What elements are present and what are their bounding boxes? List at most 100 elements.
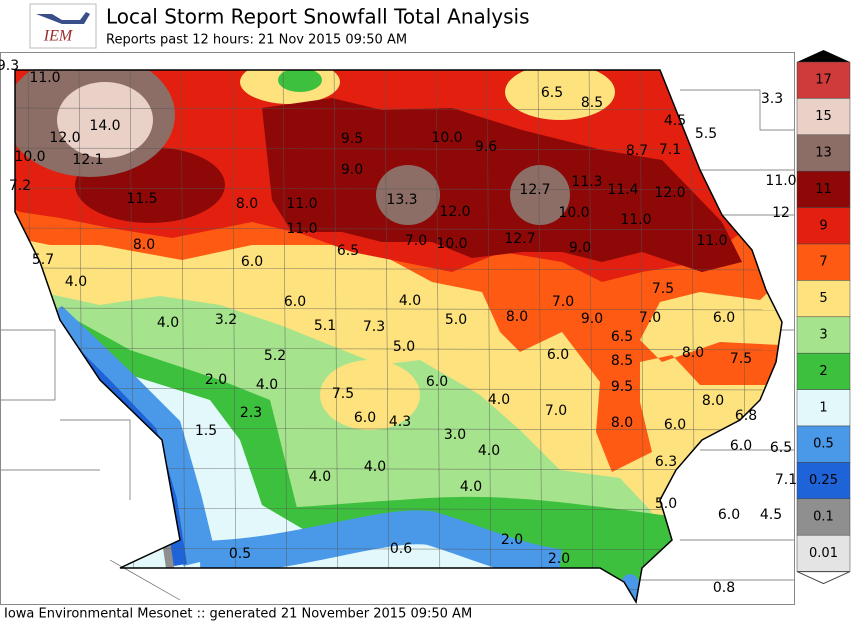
- legend-label: 11: [815, 182, 832, 197]
- report-label: 6.5: [770, 440, 792, 456]
- county-line: [333, 70, 339, 601]
- report-label: 12.0: [439, 204, 470, 220]
- report-label: 7.1: [775, 472, 797, 488]
- report-label: 8.0: [682, 345, 704, 361]
- report-label: 9.3: [0, 58, 19, 74]
- report-label: 6.5: [337, 243, 359, 259]
- report-label: 11.0: [765, 173, 796, 189]
- report-label: 6.0: [354, 410, 376, 426]
- map-frame: [0, 52, 795, 605]
- legend-swatch: [796, 534, 851, 572]
- report-label: 7.5: [332, 386, 354, 402]
- report-label: 11.0: [696, 233, 727, 249]
- logo: IEM: [29, 3, 97, 49]
- report-label: 4.5: [664, 113, 686, 129]
- legend-swatch: [796, 280, 851, 318]
- logo-box: [29, 3, 97, 49]
- county-line: [15, 187, 782, 191]
- band-5: [505, 70, 615, 120]
- report-label: 4.0: [65, 274, 87, 290]
- legend-label: 9: [819, 218, 827, 233]
- report-label: 9.0: [569, 240, 591, 256]
- report-label: 0.5: [229, 546, 251, 562]
- title: Local Storm Report Snowfall Total Analys…: [106, 5, 530, 29]
- report-label: 4.5: [760, 507, 782, 523]
- report-label: 3.0: [444, 427, 466, 443]
- report-label: 6.0: [730, 438, 752, 454]
- county-line: [384, 70, 390, 601]
- report-label: 6.5: [611, 329, 633, 345]
- report-label: 4.0: [460, 479, 482, 495]
- legend-label: 17: [815, 73, 832, 88]
- report-label: 4.0: [399, 293, 421, 309]
- report-label: 2.0: [205, 372, 227, 388]
- county-line: [15, 347, 782, 351]
- report-label: 6.0: [664, 417, 686, 433]
- report-label: 12.7: [504, 231, 535, 247]
- report-label: 12.7: [519, 182, 550, 198]
- report-label: 5.0: [655, 496, 677, 512]
- report-label: 2.3: [240, 405, 262, 421]
- legend: 17 15 13 11 9 7 5 3 2 1 0.5 0.25 0.1 0.01: [796, 50, 851, 585]
- report-label: 11.0: [286, 221, 317, 237]
- band-0-5: [38, 305, 563, 583]
- county-line: [588, 70, 594, 601]
- iowa-border: [14, 69, 783, 605]
- report-label: 12.1: [72, 152, 103, 168]
- legend-swatch: [796, 207, 851, 245]
- report-label: 4.0: [309, 469, 331, 485]
- report-label: 8.5: [581, 95, 603, 111]
- report-label: 0.8: [713, 580, 735, 596]
- county-line: [15, 107, 782, 111]
- report-label: 9.5: [611, 379, 633, 395]
- legend-label: 1: [819, 400, 827, 415]
- legend-swatch: [796, 352, 851, 390]
- report-label: 8.5: [611, 353, 633, 369]
- legend-label: 3: [819, 328, 827, 343]
- county-line: [15, 267, 782, 271]
- legend-swatch: [796, 170, 851, 208]
- report-label: 9.5: [341, 131, 363, 147]
- legend-swatch: [796, 98, 851, 136]
- report-label: 7.1: [659, 142, 681, 158]
- report-label: 4.0: [256, 377, 278, 393]
- county-line: [15, 147, 782, 151]
- legend-label: 0.5: [813, 437, 834, 452]
- report-label: 4.0: [157, 315, 179, 331]
- report-label: 5.2: [264, 348, 286, 364]
- report-label: 11.0: [620, 212, 651, 228]
- report-label: 7.5: [730, 351, 752, 367]
- report-label: 14.0: [89, 118, 120, 134]
- county-line: [180, 70, 186, 601]
- legend-swatch: [796, 498, 851, 536]
- report-label: 9.0: [341, 162, 363, 178]
- county-line: [639, 70, 645, 601]
- county-line: [15, 387, 782, 391]
- report-label: 8.0: [506, 309, 528, 325]
- report-label: 6.0: [547, 347, 569, 363]
- legend-swatch: [796, 425, 851, 463]
- county-line: [537, 70, 543, 601]
- report-label: 7.0: [639, 310, 661, 326]
- legend-label: 5: [819, 291, 827, 306]
- band-2: [278, 70, 322, 92]
- report-label: 7.2: [9, 178, 31, 194]
- report-label: 3.2: [215, 312, 237, 328]
- report-label: 5.0: [393, 339, 415, 355]
- legend-label: 0.25: [809, 473, 838, 488]
- report-label: 11.4: [607, 182, 638, 198]
- report-label: 8.0: [702, 393, 724, 409]
- report-label: 6.8: [735, 408, 757, 424]
- report-label: 11.0: [286, 196, 317, 212]
- subtitle: Reports past 12 hours: 21 Nov 2015 09:50…: [106, 33, 407, 48]
- report-label: 10.0: [431, 130, 462, 146]
- report-label: 6.3: [655, 454, 677, 470]
- report-label: 9.0: [581, 311, 603, 327]
- report-label: 6.0: [713, 310, 735, 326]
- report-label: 8.0: [236, 196, 258, 212]
- county-line: [231, 70, 237, 601]
- logo-text: IEM: [43, 28, 74, 45]
- footer: Iowa Environmental Mesonet :: generated …: [4, 607, 472, 622]
